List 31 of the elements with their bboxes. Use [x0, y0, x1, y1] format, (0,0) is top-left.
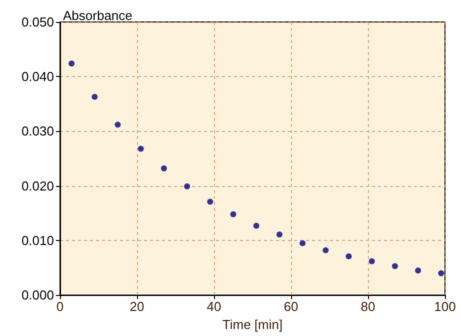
x-tick-label: 100 — [434, 299, 456, 314]
y-tick-label: 0.050 — [21, 14, 54, 30]
point — [207, 198, 214, 205]
x-tick-label: 80 — [360, 299, 376, 314]
y-axis-title: Absorbance — [63, 8, 132, 23]
point — [438, 270, 444, 276]
x-tick-label: 0 — [56, 299, 64, 314]
point — [368, 258, 375, 264]
point — [160, 165, 167, 172]
point — [253, 222, 260, 229]
x-tick-label: 40 — [206, 299, 222, 314]
point — [138, 146, 144, 152]
x-axis-title: Time [min] — [222, 317, 283, 332]
point — [184, 183, 190, 190]
y-tick-label: 0.040 — [21, 69, 54, 84]
y-tick-label: 0.010 — [21, 232, 54, 248]
point — [68, 60, 75, 67]
point — [276, 231, 282, 238]
x-tick-label: 60 — [284, 299, 298, 314]
point — [392, 263, 398, 270]
x-tick-label: 20 — [130, 299, 144, 314]
y-tick-label: 0.020 — [21, 178, 54, 194]
point — [114, 122, 121, 128]
point — [415, 268, 422, 274]
point — [322, 247, 329, 254]
point — [346, 253, 352, 260]
point — [300, 240, 306, 246]
y-tick-label: 0.000 — [21, 288, 54, 303]
point — [92, 94, 98, 100]
point — [230, 211, 236, 218]
y-tick-label: 0.030 — [21, 124, 54, 139]
